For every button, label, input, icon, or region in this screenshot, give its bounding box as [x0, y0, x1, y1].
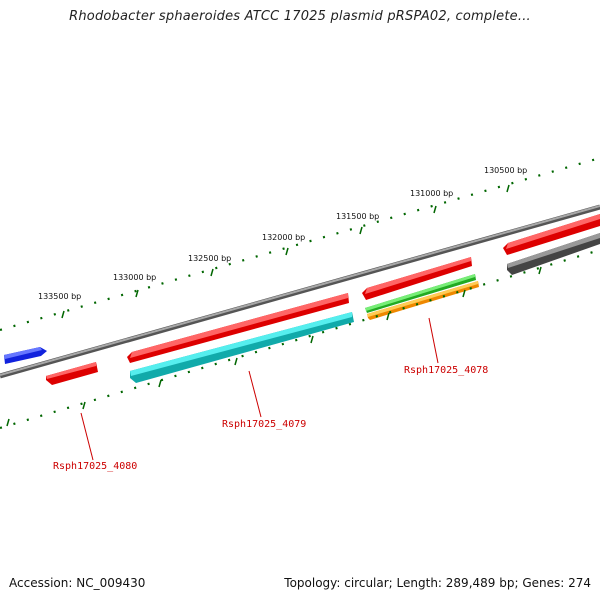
label-leader-4080: [80, 412, 94, 461]
major-tick: [135, 289, 139, 298]
gene-arrow-rsph17025-4078-top[interactable]: [362, 257, 472, 300]
scale-label: 132500 bp: [188, 254, 231, 263]
major-tick: [433, 205, 437, 214]
major-tick: [462, 289, 466, 298]
map-title: Rhodobacter sphaeroides ATCC 17025 plasm…: [69, 9, 531, 24]
gene-arrow-gray-right[interactable]: [507, 233, 600, 275]
major-tick: [6, 418, 10, 427]
scale-label: 131000 bp: [410, 189, 453, 198]
major-tick: [158, 379, 162, 388]
gene-arrow-rsph17025-4080[interactable]: [46, 362, 98, 385]
accession-text: Accession: NC_009430: [9, 576, 146, 590]
scale-label: 133500 bp: [38, 292, 81, 301]
gene-arrow-red-right[interactable]: [503, 214, 600, 255]
label-leader-4079: [248, 370, 262, 418]
major-tick: [61, 310, 65, 319]
gene-label-rsph17025-4078[interactable]: Rsph17025_4078: [404, 365, 488, 376]
gene-arrow-rsph17025-4078-cds[interactable]: [365, 274, 479, 320]
major-tick: [359, 226, 363, 235]
gene-label-rsph17025-4079[interactable]: Rsph17025_4079: [222, 419, 306, 430]
scale-label: 133000 bp: [113, 273, 156, 282]
major-tick: [506, 184, 510, 193]
scale-label: 131500 bp: [336, 212, 379, 221]
gene-arrow-rsph17025-4079-top[interactable]: [127, 293, 349, 363]
outer-scale-track: [0, 156, 600, 332]
genome-backbone: [0, 204, 600, 379]
major-tick: [285, 247, 289, 256]
gene-label-rsph17025-4080[interactable]: Rsph17025_4080: [53, 461, 137, 472]
major-tick: [234, 357, 238, 366]
major-tick: [310, 335, 314, 344]
label-leader-4078: [428, 317, 439, 364]
major-tick: [82, 401, 86, 410]
major-tick: [538, 266, 542, 275]
inner-scale-track: [0, 248, 600, 430]
scale-label: 132000 bp: [262, 233, 305, 242]
gene-arrow-blue[interactable]: [4, 347, 47, 364]
gene-arrow-rsph17025-4079-cds[interactable]: [130, 312, 354, 383]
genome-summary-text: Topology: circular; Length: 289,489 bp; …: [284, 576, 591, 590]
scale-label: 130500 bp: [484, 166, 527, 175]
major-tick: [210, 268, 214, 277]
major-tick: [386, 312, 390, 321]
